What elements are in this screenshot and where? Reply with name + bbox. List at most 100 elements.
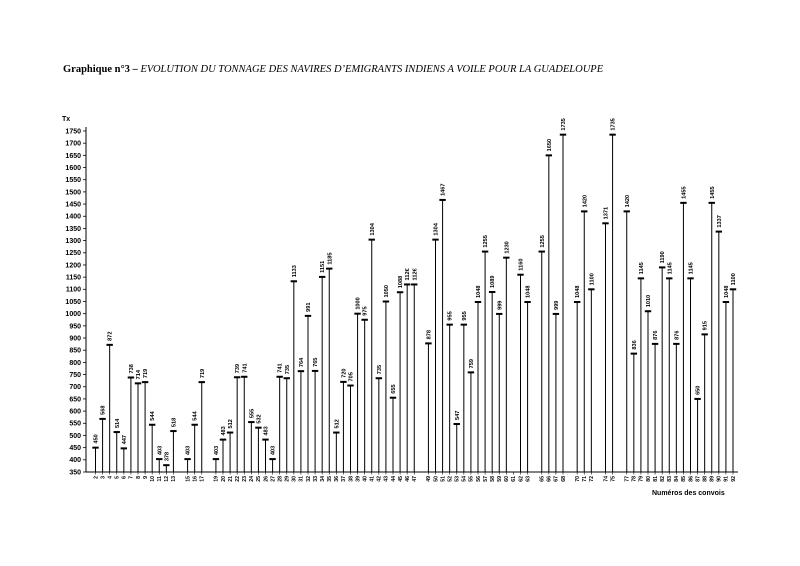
x-tick-label: 54 (462, 476, 468, 482)
data-label-78: 836 (632, 340, 638, 349)
y-tick-label: 1700 (65, 141, 81, 148)
data-label-11: 403 (157, 446, 163, 455)
y-tick-label: 1500 (65, 189, 81, 196)
x-tick-label: 74 (603, 476, 609, 482)
x-tick-label: 6 (122, 476, 128, 479)
x-tick-label: 27 (270, 476, 276, 482)
data-label-29: 735 (285, 365, 291, 374)
x-tick-label: 40 (362, 476, 368, 482)
y-tick-label: 600 (69, 409, 81, 416)
x-tick-label: 63 (525, 476, 531, 482)
data-label-92: 1100 (731, 273, 737, 285)
x-tick-label: 86 (688, 476, 694, 482)
data-label-2: 450 (94, 434, 100, 443)
x-tick-label: 59 (497, 476, 503, 482)
x-tick-label: 31 (299, 476, 305, 482)
data-label-91: 1048 (724, 286, 730, 298)
x-tick-label: 34 (320, 476, 326, 482)
data-label-17: 719 (200, 369, 206, 378)
x-tick-label: 30 (292, 476, 298, 482)
x-axis-label: Numéros des convois (652, 490, 725, 497)
x-tick-label: 28 (277, 476, 283, 482)
data-label-38: 705 (349, 372, 355, 381)
chart-title-prefix: Graphique n°3 – (63, 64, 138, 75)
x-tick-label: 36 (334, 476, 340, 482)
data-label-68: 1735 (561, 118, 567, 130)
x-tick-label: 50 (433, 476, 439, 482)
data-label-26: 483 (264, 426, 270, 435)
x-tick-label: 44 (391, 476, 397, 482)
x-tick-label: 24 (249, 476, 255, 482)
data-label-41: 1304 (370, 222, 376, 235)
x-tick-label: 77 (625, 476, 631, 482)
data-label-53: 547 (455, 411, 461, 420)
data-label-58: 1089 (490, 276, 496, 288)
y-tick-label: 450 (69, 445, 81, 452)
x-tick-label: 37 (341, 476, 347, 482)
data-label-88: 915 (703, 321, 709, 330)
x-tick-label: 58 (490, 476, 496, 482)
y-tick-label: 400 (69, 457, 81, 464)
y-tick-label: 1200 (65, 262, 81, 269)
x-tick-label: 57 (483, 476, 489, 482)
x-tick-label: 80 (646, 476, 652, 482)
data-label-37: 720 (341, 369, 347, 378)
x-tick-label: 42 (377, 476, 383, 482)
data-label-30: 1133 (292, 265, 298, 277)
y-tick-label: 1750 (65, 128, 81, 135)
y-tick-label: 800 (69, 360, 81, 367)
data-label-22: 739 (235, 364, 241, 373)
data-label-70: 1048 (575, 286, 581, 298)
data-label-54: 955 (462, 311, 468, 320)
y-tick-label: 1150 (66, 275, 81, 282)
x-tick-label: 91 (724, 476, 730, 482)
x-tick-label: 53 (455, 476, 461, 482)
x-tick-label: 79 (639, 476, 645, 482)
data-label-49: 878 (426, 330, 432, 339)
x-tick-label: 70 (575, 476, 581, 482)
x-tick-label: 90 (717, 476, 723, 482)
x-tick-label: 23 (242, 476, 248, 482)
x-tick-label: 8 (136, 476, 142, 479)
data-label-57: 1255 (483, 235, 489, 247)
x-tick-label: 35 (327, 476, 333, 482)
y-tick-label: 1450 (65, 201, 81, 208)
data-label-20: 483 (221, 426, 227, 435)
data-label-60: 1230 (504, 241, 510, 253)
data-label-21: 512 (228, 419, 234, 428)
y-tick-label: 1400 (65, 214, 81, 221)
y-tick-label: 1650 (65, 153, 81, 160)
x-tick-label: 19 (214, 476, 220, 482)
x-tick-label: 3 (100, 476, 106, 479)
data-label-44: 655 (391, 384, 397, 393)
x-tick-label: 46 (405, 476, 411, 482)
x-tick-label: 43 (384, 476, 390, 482)
x-tick-label: 5 (115, 476, 121, 479)
y-tick-label: 650 (69, 396, 81, 403)
x-tick-label: 38 (348, 476, 354, 482)
data-label-72: 1100 (589, 273, 595, 285)
data-label-34: 1151 (320, 261, 326, 273)
x-tick-label: 89 (710, 476, 716, 482)
x-tick-label: 71 (582, 476, 588, 482)
data-label-23: 741 (242, 363, 248, 372)
x-tick-label: 41 (370, 476, 376, 482)
data-label-39: 1000 (356, 297, 362, 309)
data-label-51: 1467 (441, 183, 447, 195)
x-tick-label: 33 (313, 476, 319, 482)
x-tick-label: 45 (398, 476, 404, 482)
data-label-46: 112€ (405, 267, 411, 280)
x-tick-label: 9 (143, 476, 149, 479)
data-label-9: 719 (143, 369, 149, 378)
y-tick-label: 950 (69, 323, 81, 330)
x-tick-label: 29 (285, 476, 291, 482)
x-tick-label: 26 (263, 476, 269, 482)
data-label-84: 876 (674, 331, 680, 340)
data-label-40: 975 (363, 306, 369, 315)
data-label-87: 650 (696, 386, 702, 395)
data-label-82: 1190 (660, 251, 666, 263)
x-tick-label: 75 (610, 476, 616, 482)
y-tick-label: 850 (69, 348, 81, 355)
data-label-81: 876 (653, 331, 659, 340)
x-tick-label: 55 (469, 476, 475, 482)
